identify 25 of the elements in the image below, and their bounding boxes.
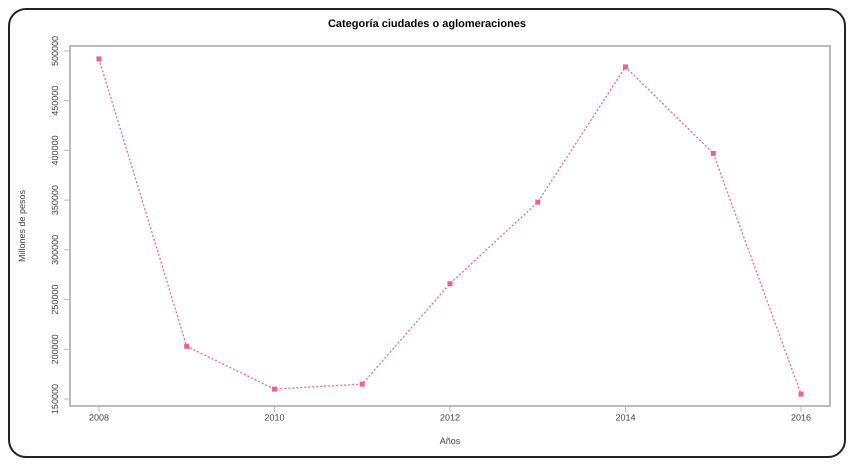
x-tick-label: 2008 — [88, 412, 109, 422]
y-tick-label: 450000 — [50, 86, 60, 116]
x-tick-label: 2014 — [616, 412, 636, 422]
point — [448, 281, 452, 286]
point — [184, 344, 190, 349]
y-axis-title: Millones de pesos — [17, 189, 28, 262]
point — [96, 56, 102, 62]
x-tick-label: 2016 — [791, 412, 812, 422]
y-tick-label: 150000 — [50, 384, 60, 414]
x-tick-label: 2010 — [264, 412, 284, 422]
chart-title: Categoría ciudades o aglomeraciones — [326, 18, 528, 30]
y-tick-label: 400000 — [50, 135, 60, 166]
x-tick-label: 2012 — [440, 412, 460, 422]
point — [798, 392, 804, 397]
point — [623, 64, 628, 70]
y-tick-label: 250000 — [50, 284, 60, 315]
y-tick-label: 300000 — [50, 234, 60, 265]
point — [710, 150, 716, 156]
y-tick-label: 500000 — [50, 36, 60, 66]
x-axis-title: Años — [440, 436, 461, 446]
point — [535, 200, 540, 205]
y-tick-label: 350000 — [50, 185, 60, 216]
point — [272, 386, 277, 392]
y-tick-label: 200000 — [50, 334, 60, 364]
point — [360, 382, 365, 387]
